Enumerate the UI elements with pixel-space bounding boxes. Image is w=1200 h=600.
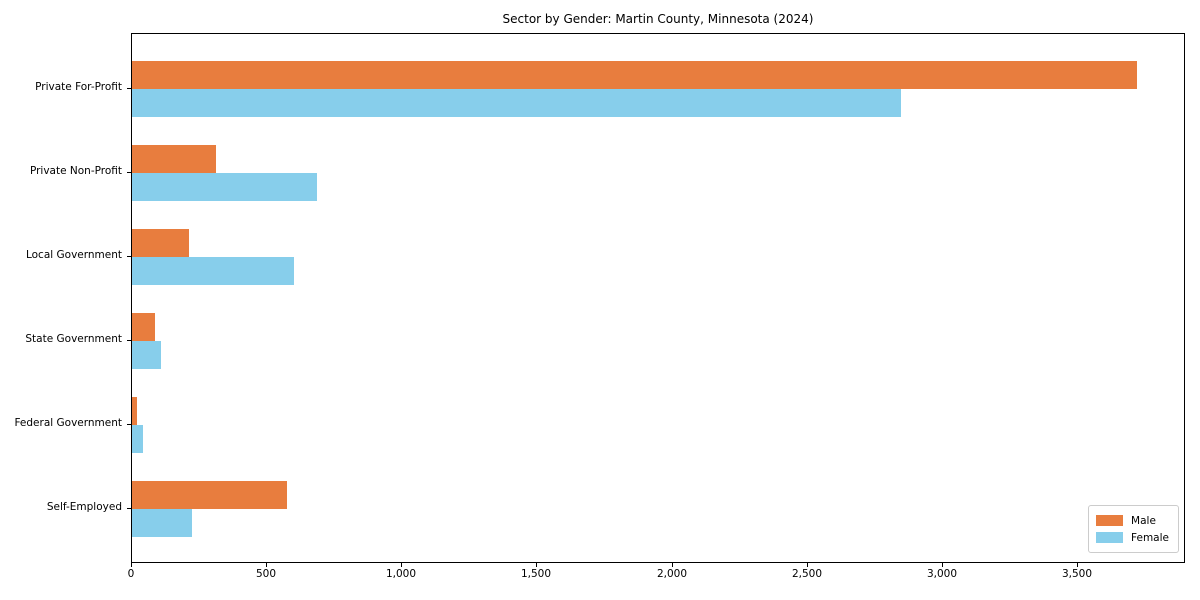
category-label-federal-government: Federal Government	[14, 417, 122, 429]
x-tick-label-0: 0	[127, 568, 135, 580]
category-label-self-employed: Self-Employed	[46, 501, 122, 513]
bar-male-local-government	[132, 229, 189, 257]
plot-area	[131, 33, 1185, 563]
male-swatch-icon	[1096, 515, 1124, 526]
y-tick-local-government	[127, 256, 131, 257]
x-tick-3500	[1077, 563, 1078, 567]
legend-entry-male: Male	[1096, 512, 1169, 529]
legend-label-male: Male	[1131, 514, 1156, 527]
x-tick-0	[131, 563, 132, 567]
bar-male-private-for-profit	[132, 61, 1137, 89]
y-tick-private-non-profit	[127, 172, 131, 173]
x-tick-label-3500: 3,500	[1061, 568, 1093, 580]
x-tick-1000	[401, 563, 402, 567]
x-tick-3000	[942, 563, 943, 567]
x-tick-label-2500: 2,500	[791, 568, 823, 580]
x-tick-label-2000: 2,000	[656, 568, 688, 580]
category-label-state-government: State Government	[25, 333, 122, 345]
bar-female-state-government	[132, 341, 161, 369]
category-label-private-for-profit: Private For-Profit	[35, 81, 122, 93]
category-label-local-government: Local Government	[25, 249, 122, 261]
x-tick-label-500: 500	[255, 568, 277, 580]
category-label-private-non-profit: Private Non-Profit	[29, 165, 122, 177]
x-tick-500	[266, 563, 267, 567]
bar-male-private-non-profit	[132, 145, 216, 173]
bar-male-self-employed	[132, 481, 287, 509]
x-tick-label-1000: 1,000	[385, 568, 417, 580]
legend-entry-female: Female	[1096, 529, 1169, 546]
female-swatch-icon	[1096, 532, 1124, 543]
legend: Male Female	[1088, 505, 1179, 553]
x-tick-2500	[807, 563, 808, 567]
x-tick-label-3000: 3,000	[926, 568, 958, 580]
x-tick-label-1500: 1,500	[520, 568, 552, 580]
x-tick-1500	[536, 563, 537, 567]
y-tick-federal-government	[127, 424, 131, 425]
x-tick-2000	[672, 563, 673, 567]
bar-female-federal-government	[132, 425, 143, 453]
bar-female-private-non-profit	[132, 173, 317, 201]
bar-male-state-government	[132, 313, 155, 341]
legend-label-female: Female	[1131, 531, 1169, 544]
y-tick-self-employed	[127, 508, 131, 509]
bar-female-self-employed	[132, 509, 192, 537]
bar-female-private-for-profit	[132, 89, 901, 117]
bar-male-federal-government	[132, 397, 137, 425]
y-tick-private-for-profit	[127, 88, 131, 89]
bar-female-local-government	[132, 257, 294, 285]
y-tick-state-government	[127, 340, 131, 341]
chart-title: Sector by Gender: Martin County, Minneso…	[502, 12, 814, 26]
